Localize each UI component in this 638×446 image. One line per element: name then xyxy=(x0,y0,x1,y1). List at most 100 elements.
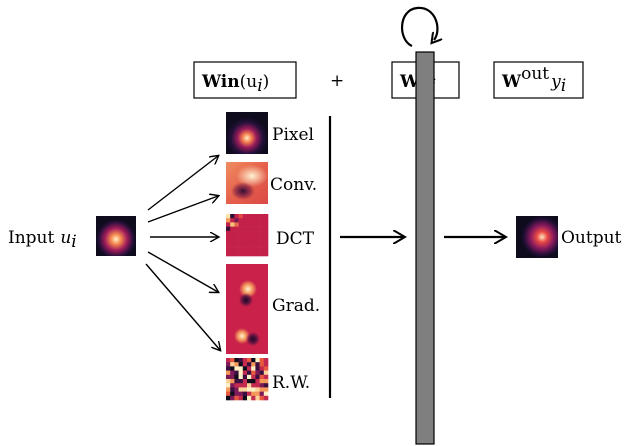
thumbnail-cell xyxy=(251,358,256,363)
thumbnail-cell xyxy=(264,362,269,367)
thumbnail-cell xyxy=(230,366,235,371)
thumbnail-cell xyxy=(234,396,239,401)
thumbnail-cell xyxy=(230,248,235,253)
thumbnail-cell xyxy=(239,243,244,248)
thumbnail-cell xyxy=(234,218,239,223)
thumbnail-cell xyxy=(234,366,239,371)
thumbnail-cell xyxy=(230,362,235,367)
rw-thumbnail xyxy=(226,358,268,400)
thumbnail-cell xyxy=(251,396,256,401)
reservoir-column xyxy=(416,52,434,444)
thumbnail-cell xyxy=(234,392,239,397)
arrow-to-grad xyxy=(148,252,218,292)
thumbnail-cell xyxy=(255,248,260,253)
thumbnail-cell xyxy=(230,239,235,244)
thumbnail-cell xyxy=(255,392,260,397)
thumbnail-cell xyxy=(226,222,231,227)
thumbnail-cell xyxy=(234,235,239,240)
thumbnail-cell xyxy=(230,358,235,363)
thumbnail-cell xyxy=(230,222,235,227)
grad-thumbnail xyxy=(226,264,268,354)
thumbnail-cell xyxy=(251,243,256,248)
thumbnail-cell xyxy=(251,227,256,232)
thumbnail-cell xyxy=(264,231,269,236)
dct-thumbnail xyxy=(226,214,268,256)
thumbnail-cell xyxy=(251,239,256,244)
thumbnail-cell xyxy=(247,371,252,376)
thumbnail-cell xyxy=(243,214,248,219)
thumbnail-cell xyxy=(239,387,244,392)
thumbnail-cell xyxy=(247,218,252,223)
thumbnail-cell xyxy=(247,227,252,232)
thumbnail-cell xyxy=(264,383,269,388)
thumbnail-cell xyxy=(226,358,231,363)
thumbnail-cell xyxy=(260,383,265,388)
thumbnail-cell xyxy=(230,214,235,219)
thumbnail-cell xyxy=(247,235,252,240)
thumbnail-cell xyxy=(230,218,235,223)
thumbnail-cell xyxy=(247,248,252,253)
thumbnail-cell xyxy=(264,222,269,227)
thumbnail-cell xyxy=(251,375,256,380)
thumbnail-cell xyxy=(260,392,265,397)
arrow-to-rw xyxy=(146,264,220,350)
thumbnail-cell xyxy=(243,383,248,388)
thumbnail-cell xyxy=(255,396,260,401)
thumbnail-cell xyxy=(247,239,252,244)
thumbnail-cell xyxy=(255,222,260,227)
thumbnail-cell xyxy=(243,243,248,248)
thumbnail-cell xyxy=(234,362,239,367)
thumbnail-cell xyxy=(251,218,256,223)
thumbnail-cell xyxy=(243,231,248,236)
thumbnail-cell xyxy=(239,239,244,244)
thumbnail-cell xyxy=(255,383,260,388)
thumbnail-cell xyxy=(251,248,256,253)
thumbnail-cell xyxy=(239,362,244,367)
win-formula-bold: Win xyxy=(201,72,240,92)
thumbnail-cell xyxy=(251,231,256,236)
thumbnail-cell xyxy=(260,366,265,371)
thumbnail-cell xyxy=(226,235,231,240)
thumbnail-cell xyxy=(243,362,248,367)
thumbnail-cell xyxy=(251,235,256,240)
thumbnail-cell xyxy=(255,379,260,384)
thumbnail-cell xyxy=(226,387,231,392)
thumbnail-cell xyxy=(255,239,260,244)
thumbnail-cell xyxy=(251,392,256,397)
thumbnail-cell xyxy=(226,239,231,244)
thumbnail-cell xyxy=(260,218,265,223)
output-label: Output xyxy=(561,228,622,248)
thumbnail-cell xyxy=(239,366,244,371)
thumbnail-cell xyxy=(247,375,252,380)
representation-dct: DCT xyxy=(226,214,315,256)
plus-sign: + xyxy=(330,71,344,91)
thumbnail-cell xyxy=(264,358,269,363)
thumbnail-cell xyxy=(243,218,248,223)
thumbnail-cell xyxy=(255,252,260,256)
thumbnail-cell xyxy=(226,218,231,223)
thumbnail-cell xyxy=(234,214,239,219)
thumbnail-cell xyxy=(226,231,231,236)
thumbnail-cell xyxy=(239,375,244,380)
thumbnail-cell xyxy=(226,383,231,388)
thumbnail-cell xyxy=(264,218,269,223)
thumbnail-cell xyxy=(247,231,252,236)
thumbnail-cell xyxy=(264,248,269,253)
thumbnail-cell xyxy=(251,222,256,227)
thumbnail-cell xyxy=(247,222,252,227)
thumbnail-cell xyxy=(260,387,265,392)
thumbnail-cell xyxy=(247,383,252,388)
thumbnail-cell xyxy=(255,243,260,248)
thumbnail-cell xyxy=(260,252,265,256)
thumbnail-cell xyxy=(239,248,244,253)
thumbnail-cell xyxy=(239,214,244,219)
thumbnail-cell xyxy=(251,383,256,388)
thumbnail-cell xyxy=(264,371,269,376)
thumbnail-cell xyxy=(239,218,244,223)
thumbnail-cell xyxy=(239,358,244,363)
wout-formula-sub: i xyxy=(561,76,566,96)
thumbnail-cell xyxy=(243,248,248,253)
thumbnail-cell xyxy=(239,371,244,376)
thumbnail-cell xyxy=(251,362,256,367)
thumbnail-cell xyxy=(239,383,244,388)
